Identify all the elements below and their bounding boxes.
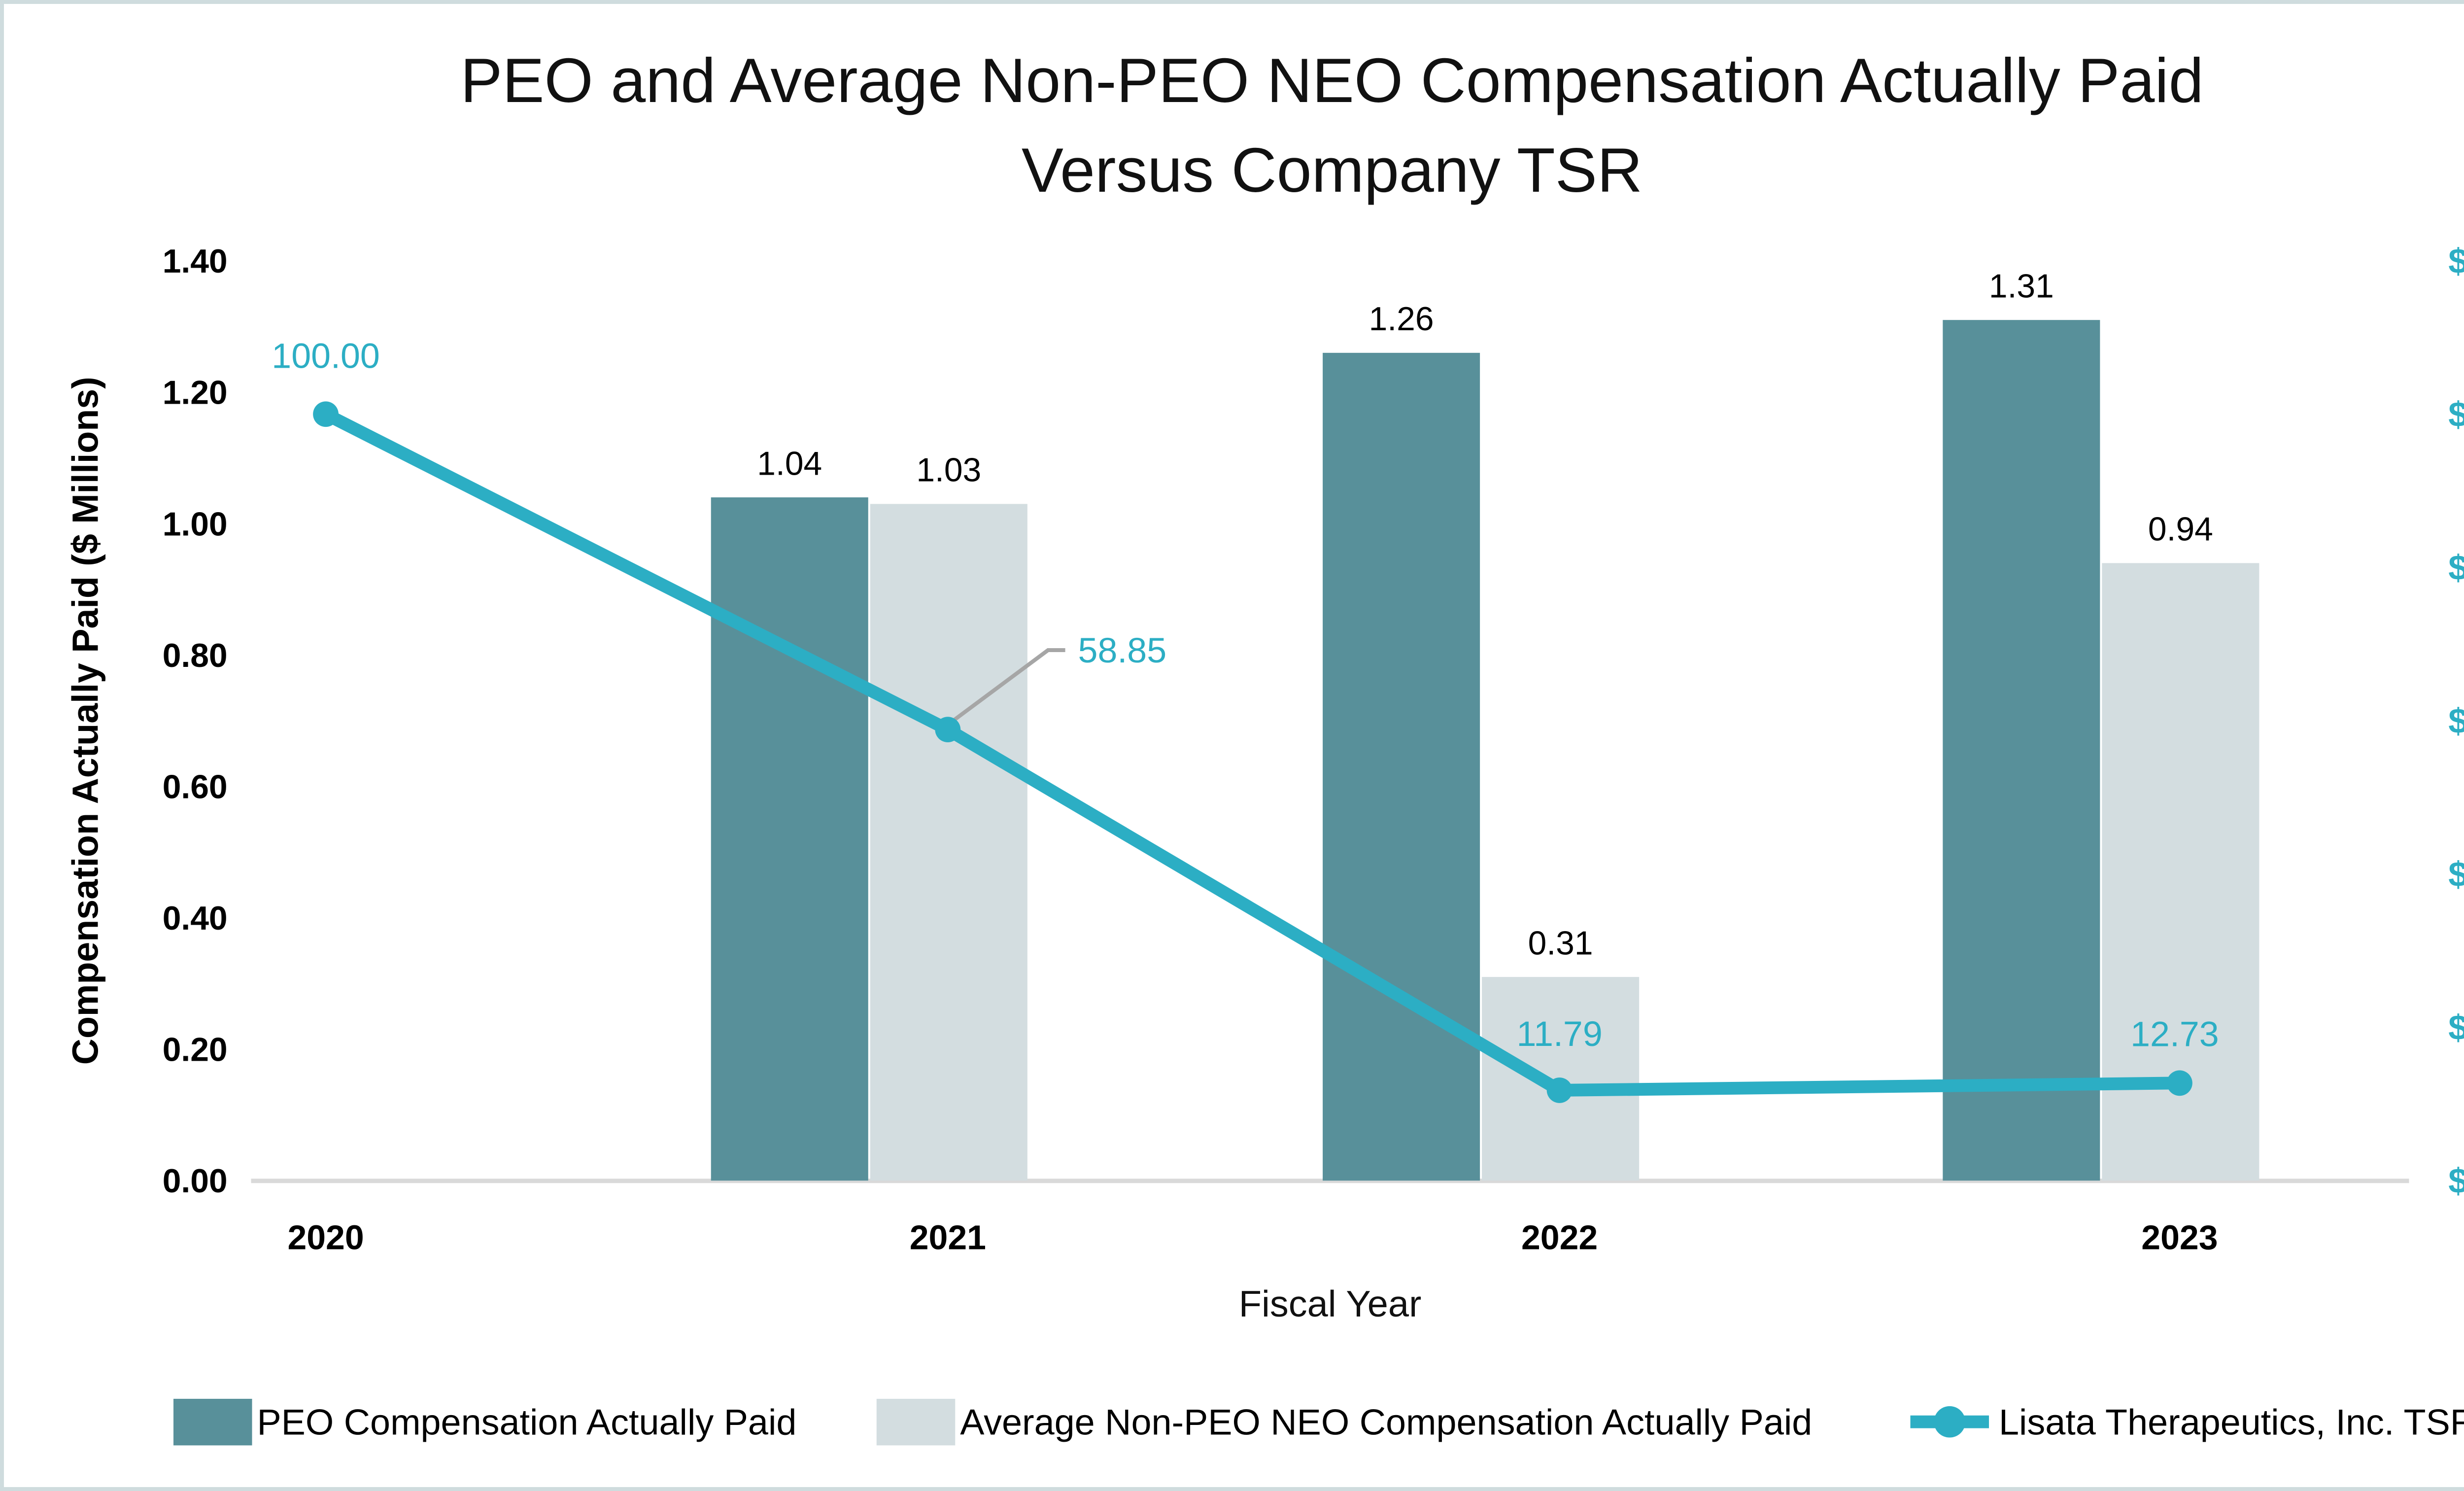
right-axis-tick-60: $60 xyxy=(2448,701,2464,741)
bar-peo-2023 xyxy=(1943,320,2100,1181)
bar-avg-2021 xyxy=(870,504,1027,1181)
left-axis-tick-0.20: 0.20 xyxy=(163,1032,228,1069)
bar-label-peo-2023: 1.31 xyxy=(1989,268,2054,305)
bar-peo-2022 xyxy=(1323,352,1480,1181)
left-axis-tick-0.60: 0.60 xyxy=(163,769,228,806)
bar-label-avg-2021: 1.03 xyxy=(916,452,981,489)
tsr-marker-2023 xyxy=(2166,1070,2192,1096)
tsr-label-2020: 100.00 xyxy=(272,337,380,376)
right-axis-tick-100: $100 xyxy=(2448,395,2464,434)
chart-title-line1: PEO and Average Non-PEO NEO Compensation… xyxy=(460,46,2203,116)
left-axis-tick-1.40: 1.40 xyxy=(163,243,228,280)
x-axis-title: Fiscal Year xyxy=(1239,1283,1422,1325)
legend-label-tsr: Lisata Therapeutics, Inc. TSR xyxy=(1999,1402,2464,1443)
left-axis-tick-0.40: 0.40 xyxy=(163,900,228,937)
right-axis-tick-80: $80 xyxy=(2448,548,2464,588)
left-axis-tick-1.20: 1.20 xyxy=(163,375,228,412)
chart-title-line2: Versus Company TSR xyxy=(1022,136,1643,206)
leader-line-2021 xyxy=(944,648,1065,728)
right-axis-tick-120: $120 xyxy=(2448,242,2464,281)
chart-svg: PEO and Average Non-PEO NEO Compensation… xyxy=(65,46,2464,1446)
x-tick-2023: 2023 xyxy=(2141,1218,2218,1257)
bar-peo-2021 xyxy=(711,497,868,1181)
tsr-label-2023: 12.73 xyxy=(2130,1015,2219,1054)
tsr-marker-2022 xyxy=(1546,1077,1573,1103)
legend-label-avg: Average Non-PEO NEO Compensation Actuall… xyxy=(960,1402,1812,1443)
right-axis-tick-20: $20 xyxy=(2448,1008,2464,1047)
tsr-marker-2021 xyxy=(935,717,961,743)
left-axis-tick-0.80: 0.80 xyxy=(163,637,228,674)
legend-swatch-peo xyxy=(173,1398,252,1446)
left-axis-tick-1.00: 1.00 xyxy=(163,506,228,543)
tsr-marker-2020 xyxy=(313,401,339,427)
bar-label-avg-2023: 0.94 xyxy=(2148,511,2213,548)
left-axis-tick-0.00: 0.00 xyxy=(163,1163,228,1200)
tsr-label-2021: 58.85 xyxy=(1078,631,1167,670)
legend-swatch-avg xyxy=(876,1398,956,1446)
x-tick-2020: 2020 xyxy=(287,1218,364,1257)
x-tick-2022: 2022 xyxy=(1521,1218,1598,1257)
tsr-label-2022: 11.79 xyxy=(1516,1014,1602,1054)
legend-label-peo: PEO Compensation Actually Paid xyxy=(257,1402,796,1443)
x-axis-line xyxy=(251,1179,2409,1183)
legend: PEO Compensation Actually Paid Average N… xyxy=(173,1398,2464,1446)
bar-label-peo-2022: 1.26 xyxy=(1369,301,1434,338)
right-axis-tick-0: $0 xyxy=(2448,1161,2464,1201)
right-axis-tick-40: $40 xyxy=(2448,855,2464,894)
left-axis-title: Compensation Actually Paid ($ Millions) xyxy=(65,377,105,1065)
x-tick-2021: 2021 xyxy=(910,1218,986,1257)
plot-area: 1.40 1.20 1.00 0.80 0.60 0.40 0.20 0.00 $120 $100… xyxy=(163,242,2464,1256)
tsr-line xyxy=(319,408,2186,1097)
bar-label-peo-2021: 1.04 xyxy=(757,445,822,482)
bar-label-avg-2022: 0.31 xyxy=(1528,925,1593,962)
legend-marker-tsr-icon xyxy=(1934,1406,1966,1438)
